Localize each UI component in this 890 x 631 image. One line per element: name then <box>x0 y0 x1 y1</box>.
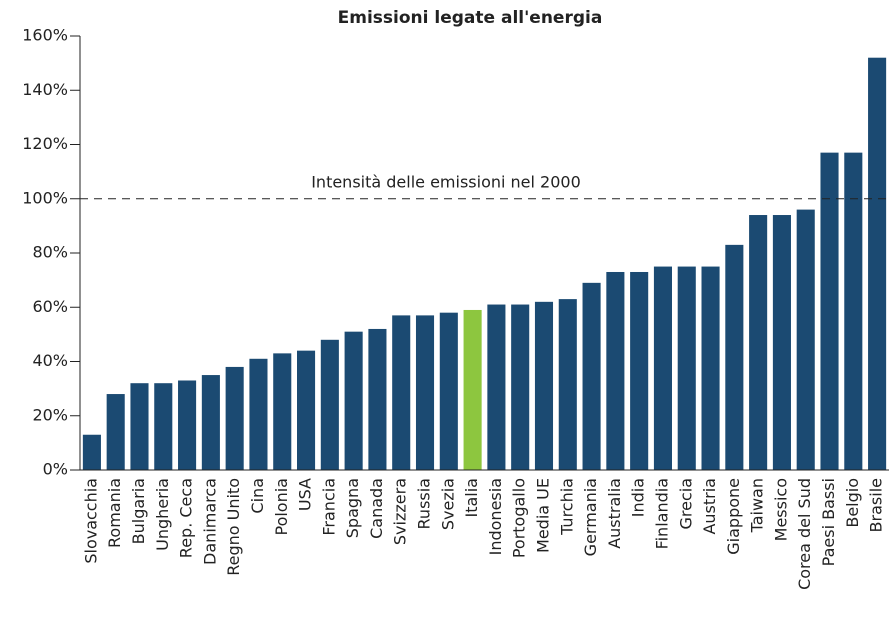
x-tick-label: Brasile <box>867 478 886 532</box>
x-tick-label: Russia <box>415 478 434 529</box>
x-tick-label: Canada <box>367 478 386 539</box>
y-tick-label: 40% <box>32 351 68 370</box>
bar <box>154 383 173 470</box>
y-tick-label: 80% <box>32 243 68 262</box>
bar <box>725 244 744 470</box>
bar <box>225 366 244 470</box>
x-tick-label: Belgio <box>843 478 862 528</box>
bar <box>487 304 506 470</box>
bar <box>606 271 625 470</box>
bar <box>796 209 815 470</box>
reference-label: Intensità delle emissioni nel 2000 <box>311 172 581 191</box>
x-tick-label: Bulgaria <box>129 478 148 544</box>
x-tick-label: Germania <box>581 478 600 556</box>
bar <box>772 215 791 470</box>
y-tick-label: 0% <box>43 460 68 479</box>
bar <box>273 353 292 470</box>
bar <box>249 358 268 470</box>
x-tick-label: Messico <box>771 478 790 541</box>
x-tick-label: Taiwan <box>748 478 767 533</box>
x-tick-label: Rep. Ceca <box>177 478 196 558</box>
bar <box>868 57 887 470</box>
bar <box>392 315 411 470</box>
x-tick-label: Danimarca <box>200 478 219 565</box>
bar <box>82 434 101 470</box>
bar <box>368 328 387 470</box>
bar <box>820 152 839 470</box>
chart-title: Emissioni legate all'energia <box>338 8 603 28</box>
y-tick-label: 60% <box>32 297 68 316</box>
bar <box>130 383 149 470</box>
x-tick-label: India <box>629 478 648 517</box>
bar <box>511 304 530 470</box>
x-tick-label: Svezia <box>438 478 457 530</box>
x-tick-label: Finlandia <box>652 478 671 549</box>
bar <box>320 339 339 470</box>
x-tick-label: Paesi Bassi <box>819 478 838 566</box>
x-tick-label: Corea del Sud <box>795 478 814 590</box>
x-tick-label: Grecia <box>676 478 695 530</box>
bar <box>701 266 720 470</box>
x-tick-label: Ungheria <box>153 478 172 551</box>
y-tick-label: 120% <box>22 134 68 153</box>
x-tick-label: Australia <box>605 478 624 549</box>
bar <box>630 271 649 470</box>
x-tick-label: USA <box>296 478 315 511</box>
bar <box>749 215 768 470</box>
x-tick-label: Spagna <box>343 478 362 538</box>
bar <box>677 266 696 470</box>
x-tick-label: Francia <box>319 478 338 536</box>
x-tick-label: Slovacchia <box>81 478 100 564</box>
bar <box>106 394 125 470</box>
x-tick-label: Svizzera <box>391 478 410 545</box>
x-tick-label: Portogallo <box>510 478 529 558</box>
bar <box>534 301 554 470</box>
bar <box>463 309 482 470</box>
bar <box>344 331 363 470</box>
bar <box>415 315 435 470</box>
bar <box>582 282 601 470</box>
x-tick-label: Giappone <box>724 478 743 555</box>
bar <box>201 375 220 470</box>
x-tick-label: Italia <box>462 478 481 518</box>
bar <box>178 380 197 470</box>
y-tick-label: 140% <box>22 80 68 99</box>
bar <box>844 152 863 470</box>
x-tick-label: Austria <box>700 478 719 535</box>
y-tick-label: 100% <box>22 188 68 207</box>
y-tick-label: 20% <box>32 405 68 424</box>
x-tick-label: Romania <box>105 478 124 548</box>
x-tick-label: Polonia <box>272 478 291 536</box>
bar <box>653 266 672 470</box>
y-tick-label: 160% <box>22 26 68 45</box>
x-tick-label: Turchia <box>557 478 576 536</box>
bar <box>439 312 458 470</box>
x-tick-label: Regno Unito <box>224 478 243 576</box>
x-tick-label: Indonesia <box>486 478 505 555</box>
bar <box>558 299 577 470</box>
x-tick-label: Media UE <box>533 478 552 553</box>
bar <box>297 350 316 470</box>
x-tick-label: Cina <box>248 478 267 514</box>
